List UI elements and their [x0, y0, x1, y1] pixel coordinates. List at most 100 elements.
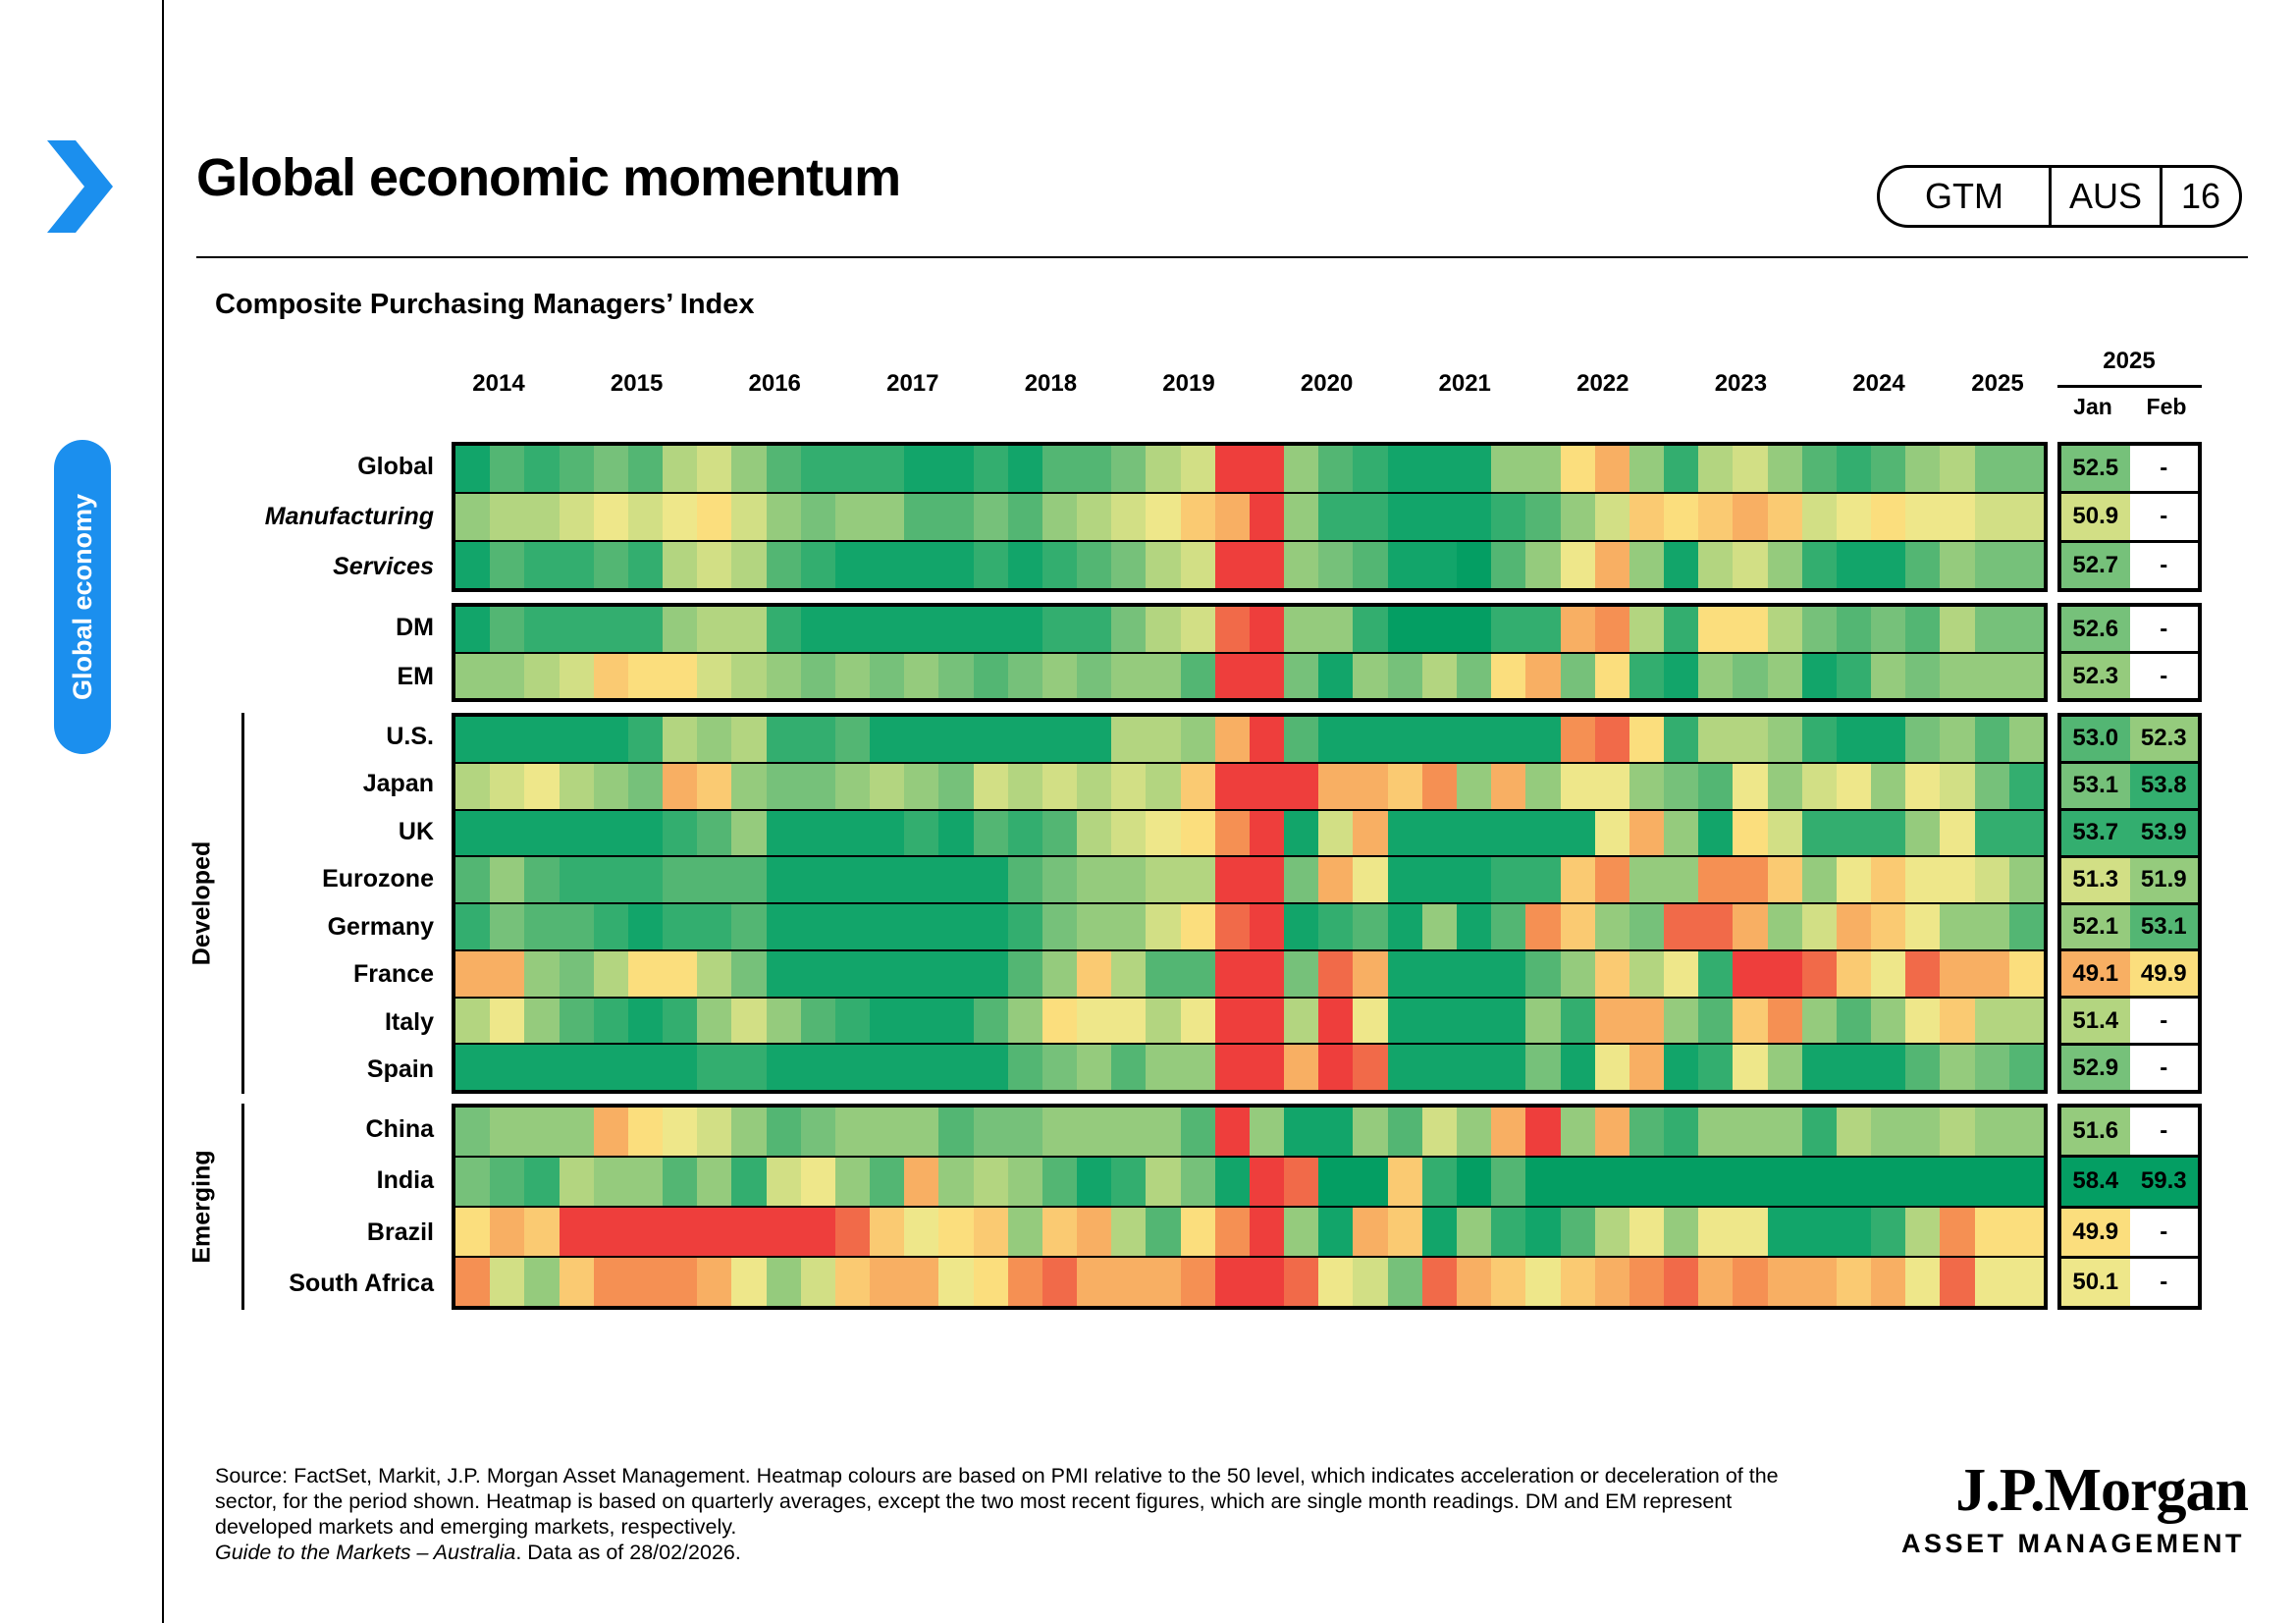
heatmap-cell	[1871, 1158, 1906, 1206]
heatmap-cell	[1733, 1208, 1768, 1256]
heatmap-cell	[1421, 446, 1457, 492]
heatmap-cell	[1146, 810, 1181, 856]
heatmap-cell	[1284, 857, 1319, 902]
heatmap-cell	[593, 1158, 628, 1206]
heatmap-cell	[1629, 446, 1665, 492]
heatmap-cell	[800, 950, 835, 997]
heatmap-cell	[1560, 653, 1595, 698]
heatmap-cell	[1905, 1158, 1941, 1206]
heatmap-cell	[2008, 1045, 2044, 1090]
heatmap-cell	[1421, 1208, 1457, 1256]
heatmap-cell	[1974, 904, 2009, 949]
heatmap-cell	[1077, 1158, 1112, 1206]
heatmap-cell	[1041, 542, 1078, 588]
year-label: 2024	[1852, 370, 1905, 397]
heatmap-cell	[1940, 998, 1975, 1044]
heatmap-cell	[2008, 763, 2044, 809]
heatmap-cell	[1111, 810, 1147, 856]
heatmap-cell	[904, 1208, 939, 1256]
row-label: Spain	[366, 1055, 434, 1084]
heatmap-cell	[1733, 950, 1768, 997]
heatmap-cell	[697, 542, 732, 588]
heatmap-cell	[1387, 1158, 1422, 1206]
heatmap-cell	[834, 998, 871, 1044]
heatmap-cell	[1387, 1045, 1422, 1090]
heatmap-cell	[1041, 446, 1078, 492]
heatmap-cell	[731, 1208, 767, 1256]
heatmap-cell	[1801, 653, 1837, 698]
heatmap-cell	[1905, 1258, 1941, 1306]
heatmap-cell	[2008, 998, 2044, 1044]
table-feb-header: Feb	[2146, 394, 2187, 419]
feb-value: -	[2129, 607, 2198, 651]
heatmap-cell	[1214, 1108, 1250, 1156]
heatmap-cell	[1041, 1108, 1078, 1156]
heatmap-cell	[1940, 904, 1975, 949]
heatmap-cell	[1905, 904, 1941, 949]
heatmap-cell	[1318, 857, 1354, 902]
heatmap-cell	[559, 763, 594, 809]
heatmap-cell	[663, 1208, 698, 1256]
heatmap-cell	[1491, 1258, 1526, 1306]
heatmap-cell	[1041, 494, 1078, 540]
sidebar-tab-global-economy[interactable]: Global economy	[54, 440, 111, 754]
heatmap-cell	[1284, 653, 1319, 698]
heatmap-cell	[870, 542, 905, 588]
heatmap-cell	[1180, 950, 1215, 997]
heatmap-cell	[1353, 542, 1388, 588]
heatmap-cell	[1214, 717, 1250, 762]
heatmap-row-spain	[455, 1043, 2044, 1090]
heatmap-cell	[904, 717, 939, 762]
jan-value: 51.6	[2061, 1108, 2130, 1156]
heatmap-cell	[1836, 1208, 1872, 1256]
heatmap-cell	[1318, 446, 1354, 492]
year-label: 2019	[1162, 370, 1215, 397]
heatmap-cell	[1767, 1158, 1802, 1206]
heatmap-cell	[455, 950, 491, 997]
heatmap-cell	[1214, 763, 1250, 809]
heatmap-cell	[1421, 1108, 1457, 1156]
heatmap-cell	[1491, 1208, 1526, 1256]
heatmap-cell	[2008, 542, 2044, 588]
heatmap-cell	[697, 1208, 732, 1256]
heatmap-cell	[1249, 1158, 1285, 1206]
heatmap-cell	[731, 446, 767, 492]
heatmap-cell	[1491, 494, 1526, 540]
heatmap-cell	[800, 763, 835, 809]
heatmap-cell	[2008, 717, 2044, 762]
heatmap-cell	[1871, 763, 1906, 809]
heatmap-cell	[1629, 763, 1665, 809]
heatmap-cell	[1111, 717, 1147, 762]
heatmap-cell	[1767, 542, 1802, 588]
heatmap-cell	[1940, 1045, 1975, 1090]
heatmap-cell	[1733, 653, 1768, 698]
heatmap-cell	[490, 1045, 525, 1090]
heatmap-cell	[1318, 1108, 1354, 1156]
heatmap-cell	[1111, 1208, 1147, 1256]
heatmap-cell	[1456, 717, 1492, 762]
jan-value: 53.0	[2061, 717, 2130, 761]
jan-value: 49.9	[2061, 1208, 2130, 1256]
heatmap-cell	[663, 494, 698, 540]
heatmap-cell	[938, 1108, 974, 1156]
heatmap-cell	[1077, 446, 1112, 492]
heatmap-cell	[973, 653, 1008, 698]
heatmap-cell	[1146, 494, 1181, 540]
heatmap-cell	[490, 717, 525, 762]
heatmap-cell	[1560, 494, 1595, 540]
heatmap-cell	[1733, 857, 1768, 902]
heatmap-cell	[904, 857, 939, 902]
heatmap-cell	[1491, 1108, 1526, 1156]
heatmap-cell	[1007, 1258, 1042, 1306]
heatmap-cell	[1214, 653, 1250, 698]
heatmap-cell	[455, 810, 491, 856]
heatmap-cell	[938, 1208, 974, 1256]
heatmap-row-germany	[455, 902, 2044, 949]
heatmap-cell	[731, 950, 767, 997]
jan-value: 52.1	[2061, 904, 2130, 949]
heatmap-cell	[1180, 607, 1215, 652]
heatmap-cell	[1041, 857, 1078, 902]
heatmap-cell	[1077, 494, 1112, 540]
heatmap-cell	[1249, 810, 1285, 856]
heatmap-cell	[1284, 1158, 1319, 1206]
